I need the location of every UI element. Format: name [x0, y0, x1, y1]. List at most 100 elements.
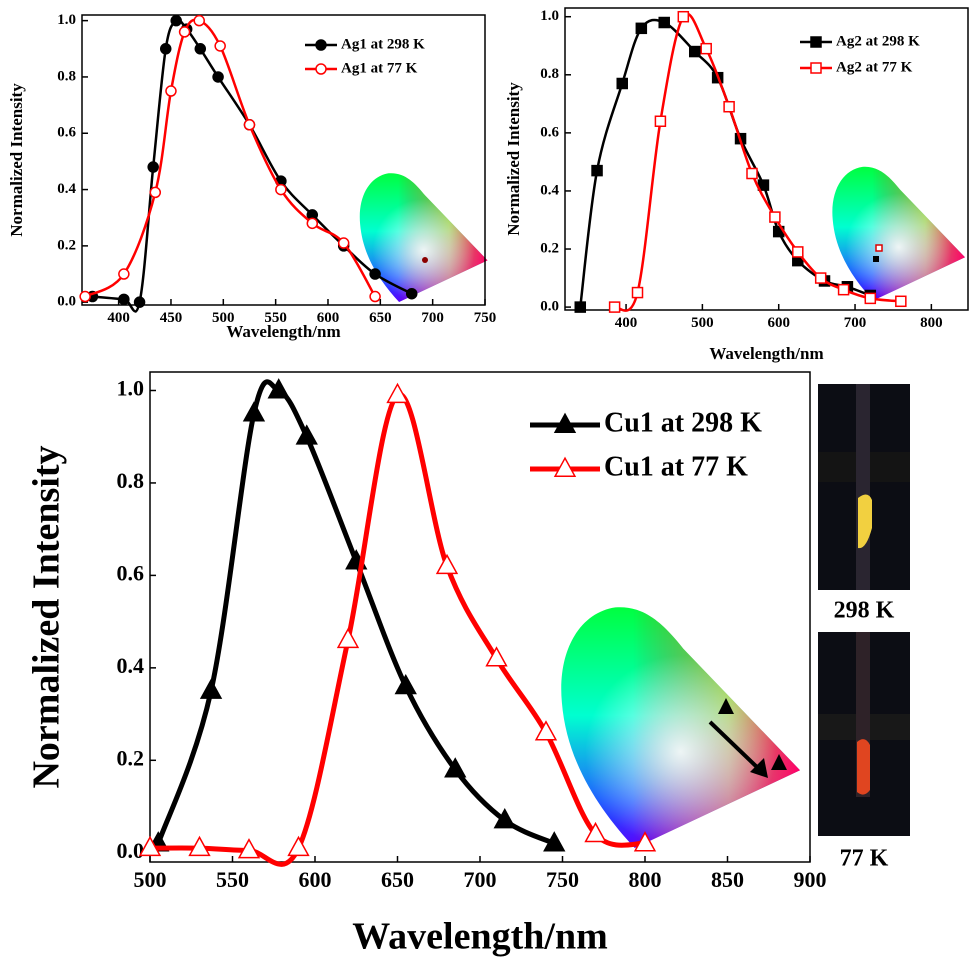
- marker: [188, 835, 211, 857]
- marker: [895, 295, 907, 308]
- marker: [553, 456, 577, 477]
- marker: [405, 287, 418, 300]
- x-tick-label: 400: [107, 310, 130, 326]
- y-tick-label: 0.2: [540, 240, 559, 256]
- photo-sample: [858, 494, 872, 549]
- series-line: [579, 18, 871, 308]
- y-axis-label: Normalized Intensity: [504, 82, 523, 236]
- legend-label: Cu1 at 298 K: [604, 407, 762, 438]
- series-line: [84, 18, 377, 298]
- x-tick-label: 900: [794, 867, 827, 892]
- cie-arrow: [708, 720, 762, 772]
- x-tick-label: 700: [421, 310, 444, 326]
- marker: [199, 678, 223, 699]
- marker: [635, 22, 648, 35]
- y-tick-label: 0.6: [57, 125, 76, 141]
- legend-label: Ag1 at 77 K: [341, 60, 418, 76]
- x-tick-label: 600: [317, 310, 340, 326]
- photo-sample: [857, 739, 870, 795]
- y-tick-label: 0.4: [540, 182, 559, 198]
- y-tick-label: 0.8: [540, 66, 559, 82]
- marker: [700, 42, 712, 55]
- series-line: [155, 379, 556, 846]
- x-tick-label: 550: [264, 310, 287, 326]
- marker: [689, 45, 701, 58]
- marker: [178, 26, 191, 38]
- marker: [237, 838, 261, 859]
- x-tick-label: 750: [546, 867, 579, 892]
- marker: [810, 62, 822, 74]
- marker: [654, 115, 667, 127]
- marker: [212, 71, 224, 83]
- marker: [243, 119, 256, 131]
- x-tick-label: 500: [212, 310, 235, 326]
- cie-point: [873, 256, 879, 262]
- marker: [165, 85, 177, 97]
- marker: [79, 290, 91, 303]
- marker: [369, 268, 381, 280]
- x-tick-label: 650: [369, 310, 392, 326]
- y-tick-label: 0.4: [117, 653, 145, 678]
- marker: [553, 412, 577, 433]
- y-tick-label: 0.2: [117, 745, 145, 770]
- marker: [493, 808, 516, 829]
- x-axis-label: Wavelength/nm: [226, 322, 340, 341]
- marker: [543, 831, 566, 852]
- marker: [608, 301, 621, 313]
- marker: [138, 835, 162, 857]
- marker: [267, 378, 290, 399]
- marker: [315, 39, 327, 51]
- y-tick-label: 0.2: [57, 237, 76, 253]
- x-tick-label: 850: [711, 867, 744, 892]
- x-tick-label: 750: [474, 310, 497, 326]
- legend-label: Ag2 at 77 K: [836, 59, 913, 75]
- cie-inset: [359, 173, 488, 302]
- marker: [485, 646, 508, 667]
- marker: [574, 301, 587, 313]
- marker: [275, 183, 287, 196]
- marker: [133, 296, 146, 308]
- x-tick-label: 550: [216, 867, 249, 892]
- x-tick-label: 600: [299, 867, 332, 892]
- marker: [658, 16, 670, 29]
- legend-label: Ag1 at 298 K: [341, 36, 425, 52]
- marker: [337, 237, 350, 249]
- marker: [336, 627, 360, 649]
- marker: [792, 246, 804, 258]
- y-tick-label: 1.0: [57, 12, 76, 28]
- marker: [315, 63, 327, 75]
- y-tick-label: 0.6: [540, 124, 559, 140]
- cie-arrow-head: [750, 758, 768, 778]
- cie-inset: [832, 166, 965, 301]
- y-tick-label: 0.6: [117, 560, 145, 585]
- marker: [386, 382, 409, 404]
- x-tick-label: 450: [160, 310, 183, 326]
- marker: [435, 553, 459, 575]
- marker: [214, 40, 226, 52]
- marker: [591, 164, 603, 177]
- marker: [746, 167, 758, 180]
- marker: [769, 211, 781, 223]
- marker: [810, 36, 822, 48]
- marker: [118, 293, 130, 306]
- cie-point: [422, 257, 428, 263]
- marker: [295, 424, 318, 445]
- marker: [534, 720, 558, 741]
- legend-label: Ag2 at 298 K: [836, 33, 920, 49]
- cie-point: [771, 754, 787, 770]
- photo-label: 298 K: [834, 598, 895, 624]
- marker: [723, 100, 735, 113]
- y-tick-label: 1.0: [540, 8, 559, 24]
- marker: [444, 757, 467, 778]
- marker: [306, 217, 319, 230]
- marker: [170, 14, 182, 27]
- x-axis-label: Wavelength/nm: [352, 916, 607, 958]
- photo-tube: [856, 384, 870, 590]
- marker: [242, 401, 266, 422]
- x-tick-label: 650: [381, 867, 414, 892]
- marker: [837, 283, 850, 296]
- y-tick-label: 0.8: [117, 468, 145, 493]
- marker: [631, 286, 644, 299]
- marker: [369, 290, 381, 303]
- marker: [864, 292, 877, 305]
